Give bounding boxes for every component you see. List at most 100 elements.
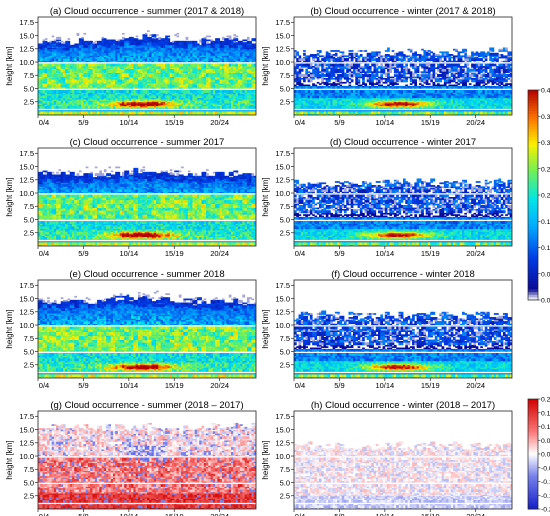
heatmap-cell [147,55,150,58]
heatmap-cell [212,99,216,101]
heatmap-cell [208,66,211,68]
heatmap-cell [219,58,223,60]
heatmap-cell [51,52,55,55]
heatmap-cell [124,100,127,103]
heatmap-cell [128,109,132,112]
heatmap-cell [110,71,114,74]
heatmap-cell [219,77,223,80]
heatmap-cell [149,47,152,50]
heatmap-cell [135,104,139,107]
heatmap-cell [219,51,223,54]
heatmap-cell [149,81,152,84]
heatmap-cell [151,35,155,38]
heatmap-cell [53,43,57,46]
heatmap-cell [203,44,207,47]
heatmap-cell [158,46,162,48]
heatmap-cell [128,73,132,76]
heatmap-cell [42,48,46,51]
heatmap-cell [97,67,100,70]
heatmap-cell [135,56,139,59]
heatmap-cell [178,68,182,71]
heatmap-cell [206,93,209,96]
heatmap-cell [226,44,230,47]
heatmap-cell [83,95,87,97]
heatmap-cell [42,39,46,42]
heatmap-cell [106,89,109,92]
heatmap-cell [185,59,189,62]
heatmap-cell [103,58,107,60]
heatmap-cell [212,83,216,85]
heatmap-cell [115,89,118,92]
heatmap-cell [58,72,62,75]
heatmap-cell [212,95,216,97]
heatmap-cell [124,81,127,84]
heatmap-cell [126,38,130,40]
heatmap-cell [74,109,77,112]
heatmap-cell [58,79,62,81]
heatmap-cell [81,55,84,58]
heatmap-cell [174,58,177,60]
heatmap-cell [119,67,123,70]
heatmap-cell [60,40,64,43]
heatmap-cell [69,105,73,108]
heatmap-cell [176,68,180,71]
heatmap-cell [190,50,193,52]
heatmap-cell [183,100,186,103]
heatmap-cell [192,100,196,103]
heatmap-cell [210,107,214,109]
heatmap-cell [147,81,150,84]
heatmap-cell [158,73,162,76]
heatmap-cell [167,40,171,43]
heatmap-cell [74,92,77,95]
heatmap-cell [83,111,87,113]
heatmap-cell [128,104,132,107]
heatmap-cell [174,44,177,47]
heatmap-cell [65,46,68,48]
heatmap-cell [65,81,68,84]
heatmap-cell [56,63,59,66]
heatmap-cell [167,63,171,66]
heatmap-cell [94,91,98,93]
heatmap-cell [171,55,175,58]
heatmap-cell [151,103,155,105]
heatmap-cell [117,109,121,112]
heatmap-cell [135,50,139,52]
heatmap-cell [194,100,198,103]
heatmap-cell [110,112,114,115]
heatmap-cell [81,92,84,95]
heatmap-cell [235,104,239,107]
heatmap-cell [153,89,157,92]
heatmap-cell [160,87,164,89]
heatmap-cell [117,72,121,75]
heatmap-cell [147,39,150,42]
heatmap-cell [226,40,230,43]
heatmap-cell [124,113,127,115]
heatmap-cell [135,111,139,113]
heatmap-cell [110,93,114,96]
heatmap-cell [85,112,89,115]
heatmap-cell [51,92,55,95]
heatmap-cell [203,95,207,97]
heatmap-cell [53,60,57,63]
heatmap-cell [160,44,164,47]
heatmap-cell [149,56,152,59]
heatmap-cell [233,39,236,42]
heatmap-cell [103,42,107,44]
heatmap-cell [101,72,105,75]
heatmap-cell [108,54,112,56]
heatmap-cell [147,73,150,76]
heatmap-cell [103,104,107,107]
heatmap-cell [99,80,102,83]
heatmap-cell [228,63,232,66]
heatmap-cell [119,59,123,62]
heatmap-cell [156,59,159,62]
heatmap-cell [126,77,130,80]
heatmap-cell [153,76,157,79]
heatmap-cell [206,67,209,70]
heatmap-cell [224,92,227,95]
heatmap-cell [108,92,112,95]
heatmap-cell [201,59,205,62]
heatmap-cell [103,111,107,113]
heatmap-cell [40,95,43,97]
heatmap-cell [110,39,114,42]
